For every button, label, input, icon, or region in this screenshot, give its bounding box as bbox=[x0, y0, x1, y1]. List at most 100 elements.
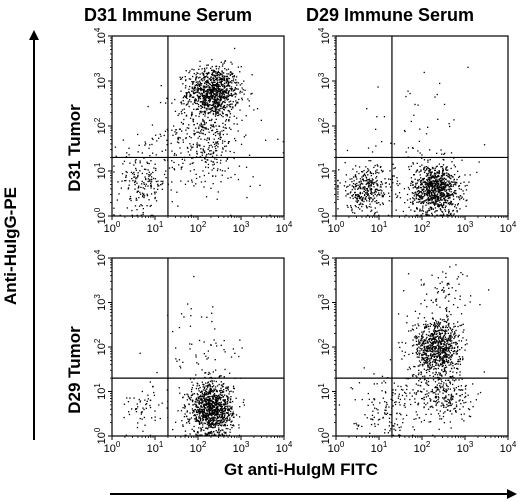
data-point bbox=[212, 152, 214, 155]
data-point bbox=[448, 325, 450, 327]
data-point bbox=[430, 181, 432, 183]
data-point bbox=[205, 95, 207, 98]
data-point bbox=[369, 171, 371, 173]
data-point bbox=[421, 331, 423, 333]
data-point bbox=[422, 207, 424, 209]
data-point bbox=[192, 384, 194, 386]
data-point bbox=[213, 102, 215, 104]
data-point bbox=[214, 158, 216, 160]
data-point bbox=[432, 359, 435, 361]
data-point bbox=[178, 113, 180, 115]
data-point bbox=[201, 400, 203, 402]
data-point bbox=[437, 183, 439, 185]
data-point bbox=[445, 308, 447, 310]
data-point bbox=[432, 182, 434, 185]
data-point bbox=[430, 337, 432, 340]
data-point bbox=[210, 92, 212, 94]
data-point bbox=[161, 150, 163, 152]
data-points bbox=[123, 275, 245, 436]
data-point bbox=[228, 119, 230, 121]
data-point bbox=[208, 88, 211, 90]
data-point bbox=[188, 397, 190, 399]
data-point bbox=[360, 181, 362, 183]
data-point bbox=[200, 402, 202, 404]
data-point bbox=[150, 184, 152, 186]
data-point bbox=[441, 375, 443, 377]
data-point bbox=[443, 188, 445, 191]
data-point bbox=[232, 391, 234, 393]
data-point bbox=[216, 412, 218, 415]
data-point bbox=[430, 347, 432, 349]
data-point bbox=[186, 95, 188, 97]
data-point bbox=[282, 152, 284, 154]
data-point bbox=[232, 385, 235, 387]
data-point bbox=[213, 433, 216, 435]
data-point bbox=[366, 200, 368, 202]
data-point bbox=[227, 95, 229, 98]
data-point bbox=[437, 185, 439, 187]
data-point bbox=[228, 77, 231, 80]
data-point bbox=[223, 104, 226, 107]
data-point bbox=[427, 366, 429, 368]
data-point bbox=[226, 95, 228, 97]
data-point bbox=[414, 210, 416, 212]
data-point bbox=[222, 96, 225, 99]
data-point bbox=[440, 166, 442, 168]
data-point bbox=[202, 417, 204, 419]
data-point bbox=[214, 100, 216, 102]
data-point bbox=[436, 356, 438, 358]
data-point bbox=[221, 94, 224, 96]
data-point bbox=[450, 191, 452, 193]
data-point bbox=[433, 331, 436, 334]
data-point bbox=[218, 84, 220, 86]
data-point bbox=[225, 75, 227, 78]
data-point bbox=[180, 78, 183, 80]
data-point bbox=[423, 361, 425, 363]
data-point bbox=[133, 171, 135, 174]
data-point bbox=[349, 178, 351, 180]
data-point bbox=[453, 179, 455, 181]
data-point bbox=[442, 158, 444, 161]
data-point bbox=[130, 197, 132, 200]
data-point bbox=[427, 185, 430, 187]
data-point bbox=[425, 326, 428, 329]
data-point bbox=[225, 91, 227, 94]
data-point bbox=[195, 127, 197, 129]
data-point bbox=[199, 421, 201, 423]
data-point bbox=[125, 170, 127, 173]
data-point bbox=[452, 176, 454, 178]
data-point bbox=[433, 190, 435, 192]
data-point bbox=[452, 194, 454, 196]
data-point bbox=[427, 191, 429, 193]
data-point bbox=[217, 74, 220, 76]
data-point bbox=[431, 187, 433, 190]
data-point bbox=[224, 400, 226, 402]
data-point bbox=[368, 184, 370, 186]
data-point bbox=[217, 146, 219, 148]
data-point bbox=[418, 195, 421, 197]
data-point bbox=[241, 83, 243, 85]
data-point bbox=[415, 198, 417, 200]
data-point bbox=[206, 392, 208, 395]
data-point bbox=[456, 211, 458, 213]
data-point bbox=[223, 416, 226, 418]
data-point bbox=[182, 397, 184, 399]
data-point bbox=[188, 135, 191, 138]
data-point bbox=[121, 180, 123, 182]
data-point bbox=[437, 359, 439, 362]
data-point bbox=[191, 83, 194, 85]
data-point bbox=[443, 382, 445, 384]
data-point bbox=[367, 147, 370, 149]
data-point bbox=[196, 414, 198, 416]
data-point bbox=[434, 200, 436, 202]
data-point bbox=[238, 416, 241, 418]
data-point bbox=[184, 406, 186, 408]
data-point bbox=[464, 344, 466, 346]
data-point bbox=[430, 355, 432, 357]
data-point bbox=[226, 386, 228, 388]
data-point bbox=[221, 394, 224, 396]
row-title-d31-tumor: D31 Tumor bbox=[65, 104, 84, 192]
data-point bbox=[369, 172, 372, 174]
data-point bbox=[222, 422, 224, 424]
data-point bbox=[189, 70, 191, 72]
